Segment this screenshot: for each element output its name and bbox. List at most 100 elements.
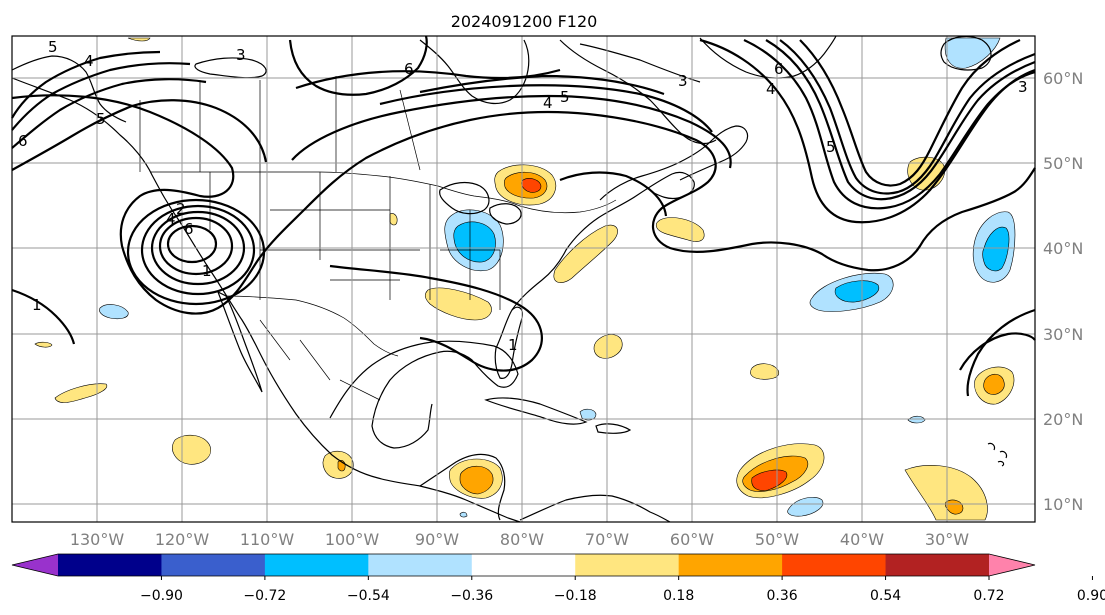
longitude-label: 110°W <box>240 530 295 549</box>
longitude-label: 30°W <box>925 530 969 549</box>
border-us-mexico <box>225 295 399 357</box>
colorbar-extend-high <box>989 554 1035 576</box>
coast-alaska <box>11 55 127 123</box>
contour-atlantic-3 <box>765 39 1036 201</box>
political-borders <box>139 76 617 401</box>
contour-label: 1 <box>202 262 212 280</box>
contour-label: 5 <box>826 138 836 156</box>
contour-line-3 <box>11 78 207 149</box>
latitude-label: 50°N <box>1043 154 1083 173</box>
latitude-label: 30°N <box>1043 325 1083 344</box>
contour-low-3 <box>150 210 246 286</box>
colorbar-tick-labels: −0.90 −0.72 −0.54 −0.36 −0.18 0.18 0.36 0.54 0.7… <box>140 576 1105 604</box>
contour-label: 4 <box>166 210 176 228</box>
contour-label: 5 <box>96 110 106 128</box>
anomaly-negative-mid-atlantic-core <box>834 280 880 303</box>
contour-label: 5 <box>48 38 58 56</box>
coast-hudson-bay <box>419 39 530 105</box>
longitude-label: 40°W <box>840 530 884 549</box>
coastlines <box>11 35 1008 523</box>
contour-jet-5 <box>288 35 428 96</box>
border-mexico-states <box>259 319 381 401</box>
anomaly-positive-tropical-atlantic-peak <box>751 469 788 491</box>
latitude-label: 60°N <box>1043 69 1083 88</box>
map-title: 2024091200 F120 <box>451 12 598 31</box>
anomaly-positive-east-tropical <box>904 465 988 521</box>
coast-canada-maritimes <box>599 125 749 201</box>
anomaly-negative-caribbean-small <box>579 408 597 421</box>
contour-atlantic-2 <box>743 39 1036 210</box>
height-contours <box>11 35 1036 397</box>
colorbar-extend-low <box>12 554 58 576</box>
anomaly-negative-greenland <box>944 37 1001 69</box>
colorbar-segment <box>58 554 162 576</box>
anomaly-positive-top-left <box>127 37 151 42</box>
contour-low-2 <box>158 216 234 276</box>
colorbar-segment <box>782 554 887 576</box>
longitude-label: 90°W <box>415 530 459 549</box>
coast-great-lakes <box>439 181 490 215</box>
anomaly-negative-small-tropical <box>787 497 824 517</box>
colorbar-tick-label: −0.18 <box>554 588 597 604</box>
colorbar-tick-label: −0.72 <box>243 588 286 604</box>
coast-cuba <box>484 397 588 425</box>
contour-line-5 <box>11 50 161 119</box>
contour-low-4 <box>140 204 256 296</box>
contour-label: 6 <box>404 60 414 78</box>
coast-africa-islands <box>987 442 1008 467</box>
coast-florida <box>494 306 523 379</box>
colorbar-segment <box>471 554 576 576</box>
colorbar-tick-label: −0.36 <box>450 588 493 604</box>
latitude-label: 40°N <box>1043 239 1083 258</box>
anomaly-positive-central-america-core <box>459 465 494 495</box>
longitude-labels: 130°W 120°W 110°W 100°W 90°W 80°W 70°W 60°W 50°W… <box>70 530 969 549</box>
contour-atlantic-5 <box>799 38 1021 187</box>
contour-east-central <box>559 171 668 217</box>
contour-label: 6 <box>184 220 194 238</box>
contour-label: 4 <box>543 94 553 112</box>
coast-greenland <box>699 35 837 79</box>
contour-subtropical <box>959 332 1036 371</box>
colorbar-tick-label: −0.54 <box>347 588 390 604</box>
colorbar-tick-label: 0.54 <box>870 588 901 604</box>
longitude-label: 100°W <box>325 530 380 549</box>
contour-label: 3 <box>678 72 688 90</box>
contour-pacific-1 <box>11 288 76 345</box>
anomaly-negative-pacific-1 <box>99 304 129 320</box>
contour-low-5 <box>126 198 266 306</box>
colorbar-segment <box>368 554 473 576</box>
colorbar-segment <box>264 554 369 576</box>
map-content: 5 4 3 6 5 4 3 6 4 5 3 1 4 2 6 5 6 1 1 <box>11 35 1036 523</box>
contour-line-1 <box>11 94 1036 315</box>
anomaly-negative-pacific-tiny <box>459 511 468 518</box>
contour-label: 2 <box>176 200 186 218</box>
coast-arctic-islands <box>194 57 267 79</box>
contour-label: 3 <box>1018 78 1028 96</box>
contour-jet-2 <box>379 84 713 133</box>
longitude-label: 50°W <box>755 530 799 549</box>
colorbar-tick-label: 0.72 <box>973 588 1004 604</box>
colorbar-segment <box>885 554 990 576</box>
coast-north-america-west <box>11 77 521 523</box>
anomaly-positive-azores-core <box>983 373 1005 395</box>
colorbar-segment <box>575 554 680 576</box>
map-frame <box>11 35 1036 523</box>
latitude-label: 20°N <box>1043 410 1083 429</box>
contour-southeast <box>329 264 543 372</box>
colorbar-outline <box>11 553 1036 577</box>
coast-labrador <box>559 39 717 145</box>
contour-label: 6 <box>18 132 28 150</box>
colorbar-segment <box>161 554 266 576</box>
contour-atlantic-4 <box>779 39 1036 195</box>
colorbar-tick-label: 0.36 <box>767 588 798 604</box>
longitude-label: 120°W <box>155 530 210 549</box>
longitude-label: 60°W <box>670 530 714 549</box>
anomaly-negative-east-atlantic-core <box>982 226 1010 272</box>
contour-line-2 <box>11 99 268 171</box>
anomaly-positive-small-4 <box>389 213 398 226</box>
contour-label: 3 <box>236 46 246 64</box>
coast-central-america <box>419 453 506 521</box>
contour-label: 1 <box>32 296 42 314</box>
coast-arctic-islands-2 <box>579 43 701 83</box>
anomaly-fields <box>34 37 1016 521</box>
